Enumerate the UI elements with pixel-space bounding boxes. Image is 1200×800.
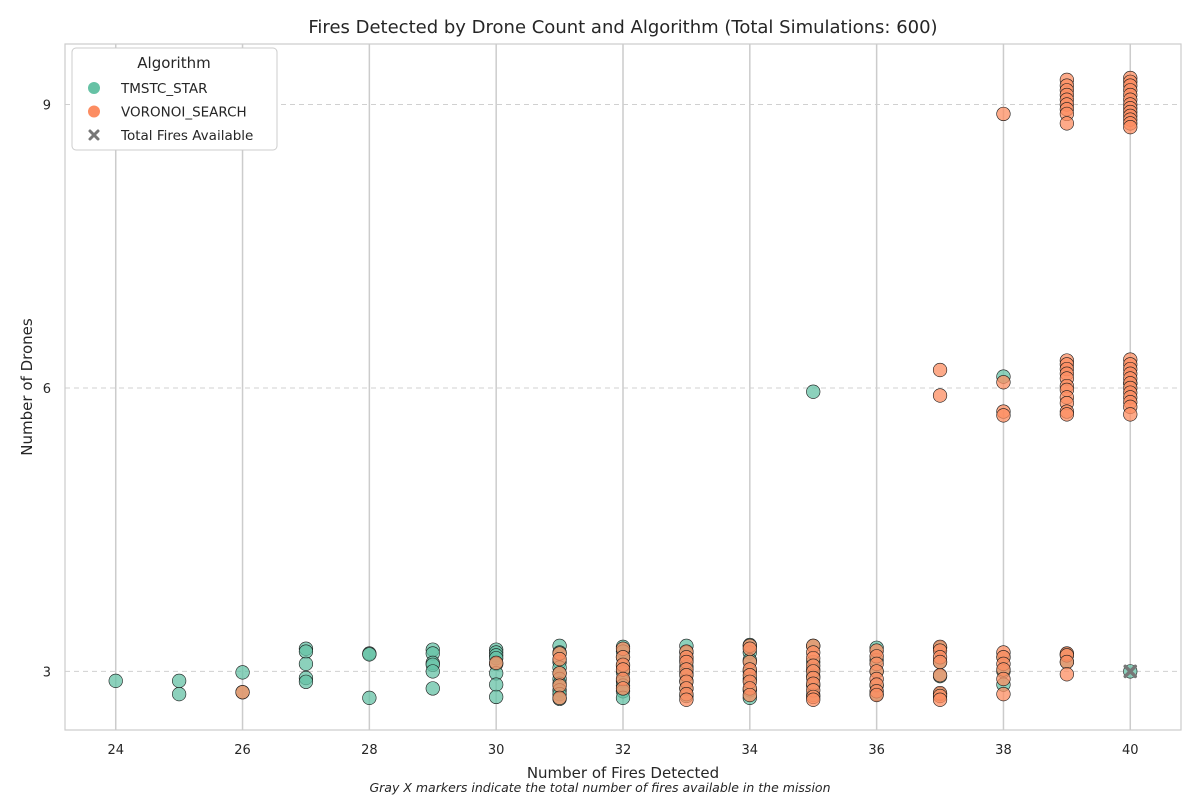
point-tmstc-star: [172, 673, 187, 688]
point-voronoi-search: [615, 681, 631, 696]
legend-marker: [88, 105, 100, 118]
point-voronoi-search: [1059, 116, 1074, 131]
total-fires-marker: [1123, 664, 1138, 679]
point-voronoi-search: [996, 686, 1011, 702]
point-voronoi-search: [996, 671, 1011, 687]
point-tmstc-star: [425, 664, 440, 679]
y-tick-label: 3: [43, 665, 51, 680]
point-tmstc-star: [362, 647, 377, 662]
legend-x-marker: [88, 129, 100, 141]
point-voronoi-search: [679, 692, 694, 707]
point-tmstc-star: [425, 681, 440, 696]
x-tick-label: 32: [615, 743, 632, 758]
x-tick-label: 40: [1122, 743, 1139, 758]
point-voronoi-search: [996, 408, 1011, 423]
x-tick-label: 28: [361, 743, 378, 758]
point-voronoi-search: [742, 687, 757, 703]
point-voronoi-search: [552, 690, 567, 705]
point-voronoi-search: [806, 692, 821, 707]
point-tmstc-star: [172, 686, 187, 702]
point-voronoi-search: [996, 106, 1011, 122]
point-voronoi-search: [869, 687, 884, 703]
x-tick-label: 24: [107, 743, 124, 758]
data-points: [108, 70, 1138, 707]
legend-label: Total Fires Available: [120, 128, 253, 144]
point-tmstc-star: [235, 665, 250, 680]
point-voronoi-search: [552, 678, 567, 693]
x-tick-label: 34: [742, 743, 759, 758]
legend-marker: [88, 82, 100, 94]
chart-legend: Algorithm TMSTC_STAR VORONOI_SEARCH Total …: [71, 47, 278, 151]
point-tmstc-star: [298, 674, 314, 689]
y-axis-label: Number of Drones: [18, 318, 36, 456]
point-voronoi-search: [489, 655, 504, 671]
y-tick-label: 9: [43, 98, 51, 113]
point-voronoi-search: [1059, 654, 1074, 670]
legend-label: VORONOI_SEARCH: [121, 105, 247, 121]
x-tick-label: 30: [488, 743, 505, 758]
legend-title: Algorithm: [137, 54, 210, 72]
point-tmstc-star: [298, 656, 314, 671]
point-voronoi-search: [1059, 407, 1074, 422]
point-voronoi-search: [552, 652, 567, 667]
point-voronoi-search: [932, 388, 948, 403]
point-voronoi-search: [996, 375, 1011, 390]
y-tick-label: 6: [43, 382, 51, 397]
point-voronoi-search: [932, 362, 948, 378]
point-tmstc-star: [489, 689, 504, 705]
legend-label: TMSTC_STAR: [120, 81, 207, 97]
point-tmstc-star: [489, 677, 504, 692]
point-voronoi-search: [1059, 667, 1074, 682]
point-voronoi-search: [1123, 120, 1138, 135]
point-voronoi-search: [932, 692, 948, 707]
x-tick-label: 38: [995, 743, 1012, 758]
point-voronoi-search: [235, 685, 250, 700]
chart-title: Fires Detected by Drone Count and Algori…: [308, 17, 937, 38]
legend-box: [71, 47, 278, 151]
chart-caption: Gray X markers indicate the total number…: [369, 780, 830, 795]
x-axis-label: Number of Fires Detected: [527, 764, 719, 782]
point-tmstc-star: [108, 673, 123, 688]
x-tick-label: 26: [234, 743, 251, 758]
point-voronoi-search: [552, 666, 567, 681]
point-voronoi-search: [742, 641, 757, 656]
point-voronoi-search: [932, 668, 948, 683]
point-tmstc-star: [806, 384, 821, 399]
point-tmstc-star: [298, 644, 314, 659]
plot-frame: [64, 43, 1182, 731]
point-voronoi-search: [932, 654, 948, 670]
x-tick-label: 36: [868, 743, 885, 758]
point-voronoi-search: [1123, 407, 1138, 422]
point-tmstc-star: [362, 690, 377, 705]
